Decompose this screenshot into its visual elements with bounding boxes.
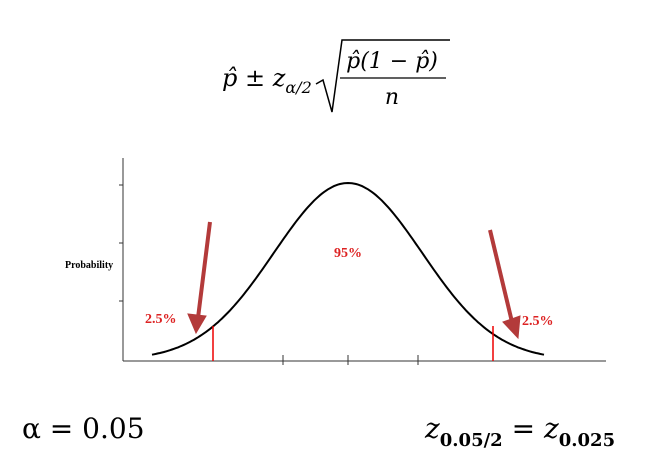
z-right-sub: 0.025 bbox=[559, 430, 615, 451]
z-equation: z0.05/2 = z0.025 bbox=[424, 412, 615, 451]
normal-curve bbox=[151, 181, 545, 356]
right-arrow-head bbox=[502, 315, 521, 340]
left-arrow-head bbox=[187, 313, 207, 335]
alpha-value: α = 0.05 bbox=[22, 412, 145, 445]
left-tail-label: 2.5% bbox=[145, 312, 177, 327]
z-left: z bbox=[424, 412, 440, 445]
formula-subscript: α/2 bbox=[285, 78, 311, 97]
arrows bbox=[187, 221, 521, 340]
y-axis-label: Probability bbox=[65, 260, 113, 271]
formula-lead: p̂ ± zα/2 bbox=[222, 64, 312, 97]
center-label: 95% bbox=[334, 246, 362, 261]
formula-numerator: p̂(1 − p̂) bbox=[346, 49, 438, 74]
sqrt-sign bbox=[315, 39, 450, 113]
formula-lead-text: p̂ ± z bbox=[222, 64, 286, 92]
formula-denominator: n bbox=[385, 85, 399, 110]
z-left-sub: 0.05/2 bbox=[440, 430, 503, 451]
z-eq: = z bbox=[503, 412, 559, 445]
left-arrow-shaft bbox=[196, 221, 212, 319]
right-arrow-shaft bbox=[488, 229, 514, 323]
axes bbox=[119, 158, 606, 365]
right-tail-label: 2.5% bbox=[522, 314, 554, 329]
